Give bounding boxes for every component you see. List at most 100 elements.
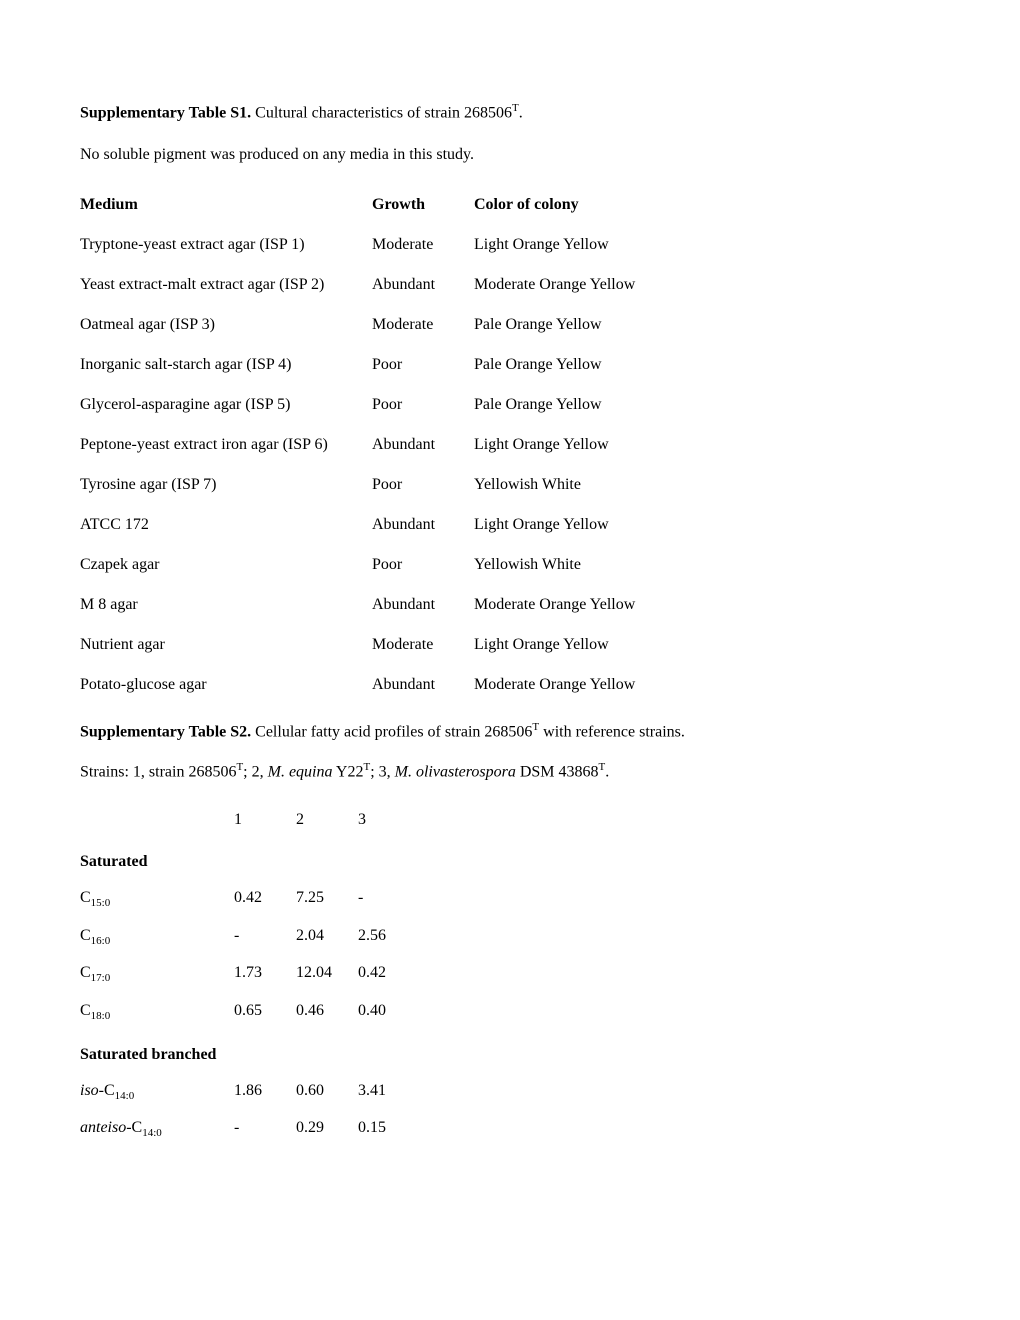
- cell-color: Pale Orange Yellow: [474, 345, 746, 385]
- header-col1: 1: [234, 802, 296, 838]
- cell-color: Pale Orange Yellow: [474, 385, 746, 425]
- cell-growth: Poor: [372, 345, 474, 385]
- strains-2b: Y22: [333, 763, 364, 780]
- cell-value: 2.56: [358, 918, 420, 956]
- header-col3: 3: [358, 802, 420, 838]
- cell-label: C15:0: [80, 880, 234, 918]
- cell-label: C18:0: [80, 993, 234, 1031]
- cell-medium: Yeast extract-malt extract agar (ISP 2): [80, 265, 372, 305]
- cell-medium: Oatmeal agar (ISP 3): [80, 305, 372, 345]
- section-header-row: Saturated: [80, 838, 420, 880]
- cell-medium: Inorganic salt-starch agar (ISP 4): [80, 345, 372, 385]
- table-row: Oatmeal agar (ISP 3)ModeratePale Orange …: [80, 305, 746, 345]
- cell-label: anteiso-C14:0: [80, 1110, 234, 1148]
- table-row: Potato-glucose agarAbundantModerate Oran…: [80, 665, 746, 705]
- table-row: C15:00.427.25-: [80, 880, 420, 918]
- cell-value: -: [234, 1110, 296, 1148]
- table-row: Tryptone-yeast extract agar (ISP 1)Moder…: [80, 225, 746, 265]
- title2-end: with reference strains.: [539, 724, 685, 741]
- cell-growth: Moderate: [372, 305, 474, 345]
- header-col2: 2: [296, 802, 358, 838]
- cell-value: 0.40: [358, 993, 420, 1031]
- table-s2-title: Supplementary Table S2. Cellular fatty a…: [80, 719, 940, 744]
- cell-value: 0.42: [358, 955, 420, 993]
- table-s2: 1 2 3 SaturatedC15:00.427.25-C16:0-2.042…: [80, 802, 420, 1148]
- table-s1-note: No soluble pigment was produced on any m…: [80, 143, 940, 167]
- cell-color: Moderate Orange Yellow: [474, 585, 746, 625]
- cell-color: Light Orange Yellow: [474, 425, 746, 465]
- table-header-row: Medium Growth Color of colony: [80, 185, 746, 225]
- cell-color: Moderate Orange Yellow: [474, 265, 746, 305]
- table-row: iso-C14:01.860.603.41: [80, 1073, 420, 1111]
- strains-3b: DSM 43868: [516, 763, 599, 780]
- strains-3a: ; 3,: [370, 763, 394, 780]
- title-text: Cultural characteristics of strain 26850…: [251, 104, 512, 121]
- cell-value: 0.65: [234, 993, 296, 1031]
- header-medium: Medium: [80, 185, 372, 225]
- cell-growth: Moderate: [372, 225, 474, 265]
- table2-header-row: 1 2 3: [80, 802, 420, 838]
- strains-description: Strains: 1, strain 268506T; 2, M. equina…: [80, 759, 940, 784]
- table-row: Nutrient agarModerateLight Orange Yellow: [80, 625, 746, 665]
- strains-prefix: Strains: 1, strain 268506: [80, 763, 236, 780]
- cell-value: -: [234, 918, 296, 956]
- strains-2a: ; 2,: [243, 763, 267, 780]
- strains-end: .: [605, 763, 609, 780]
- cell-medium: Peptone-yeast extract iron agar (ISP 6): [80, 425, 372, 465]
- table-row: Yeast extract-malt extract agar (ISP 2)A…: [80, 265, 746, 305]
- cell-color: Yellowish White: [474, 465, 746, 505]
- cell-medium: Tryptone-yeast extract agar (ISP 1): [80, 225, 372, 265]
- table-s1-title: Supplementary Table S1. Cultural charact…: [80, 100, 940, 125]
- section-header-row: Saturated branched: [80, 1031, 420, 1073]
- title-bold: Supplementary Table S1.: [80, 104, 251, 121]
- cell-value: 1.73: [234, 955, 296, 993]
- cell-color: Pale Orange Yellow: [474, 305, 746, 345]
- cell-value: 0.42: [234, 880, 296, 918]
- cell-label: C17:0: [80, 955, 234, 993]
- cell-medium: Potato-glucose agar: [80, 665, 372, 705]
- table-row: C18:00.650.460.40: [80, 993, 420, 1031]
- table-s1: Medium Growth Color of colony Tryptone-y…: [80, 185, 746, 705]
- table-row: C17:01.7312.040.42: [80, 955, 420, 993]
- cell-growth: Abundant: [372, 585, 474, 625]
- cell-value: 12.04: [296, 955, 358, 993]
- cell-value: 7.25: [296, 880, 358, 918]
- table-row: M 8 agarAbundantModerate Orange Yellow: [80, 585, 746, 625]
- cell-medium: ATCC 172: [80, 505, 372, 545]
- cell-value: 0.15: [358, 1110, 420, 1148]
- table-row: Glycerol-asparagine agar (ISP 5)PoorPale…: [80, 385, 746, 425]
- cell-color: Yellowish White: [474, 545, 746, 585]
- title2-bold: Supplementary Table S2.: [80, 724, 251, 741]
- strains-3i: M. olivasterospora: [395, 763, 516, 780]
- cell-growth: Abundant: [372, 505, 474, 545]
- table-row: ATCC 172AbundantLight Orange Yellow: [80, 505, 746, 545]
- table-row: Peptone-yeast extract iron agar (ISP 6)A…: [80, 425, 746, 465]
- cell-medium: Glycerol-asparagine agar (ISP 5): [80, 385, 372, 425]
- cell-growth: Poor: [372, 385, 474, 425]
- table-row: Inorganic salt-starch agar (ISP 4)PoorPa…: [80, 345, 746, 385]
- cell-medium: Tyrosine agar (ISP 7): [80, 465, 372, 505]
- cell-value: 1.86: [234, 1073, 296, 1111]
- cell-growth: Abundant: [372, 665, 474, 705]
- cell-growth: Poor: [372, 465, 474, 505]
- cell-value: 3.41: [358, 1073, 420, 1111]
- header-blank: [80, 802, 234, 838]
- strains-2i: M. equina: [268, 763, 333, 780]
- cell-medium: Nutrient agar: [80, 625, 372, 665]
- cell-value: -: [358, 880, 420, 918]
- cell-value: 0.46: [296, 993, 358, 1031]
- cell-value: 0.60: [296, 1073, 358, 1111]
- title2-text: Cellular fatty acid profiles of strain 2…: [251, 724, 532, 741]
- cell-color: Light Orange Yellow: [474, 225, 746, 265]
- section-label: Saturated branched: [80, 1031, 420, 1073]
- section-label: Saturated: [80, 838, 420, 880]
- cell-medium: Czapek agar: [80, 545, 372, 585]
- cell-label: iso-C14:0: [80, 1073, 234, 1111]
- cell-value: 0.29: [296, 1110, 358, 1148]
- header-growth: Growth: [372, 185, 474, 225]
- table-row: anteiso-C14:0-0.290.15: [80, 1110, 420, 1148]
- table-row: Tyrosine agar (ISP 7)PoorYellowish White: [80, 465, 746, 505]
- cell-color: Light Orange Yellow: [474, 505, 746, 545]
- cell-color: Light Orange Yellow: [474, 625, 746, 665]
- title-end: .: [519, 104, 523, 121]
